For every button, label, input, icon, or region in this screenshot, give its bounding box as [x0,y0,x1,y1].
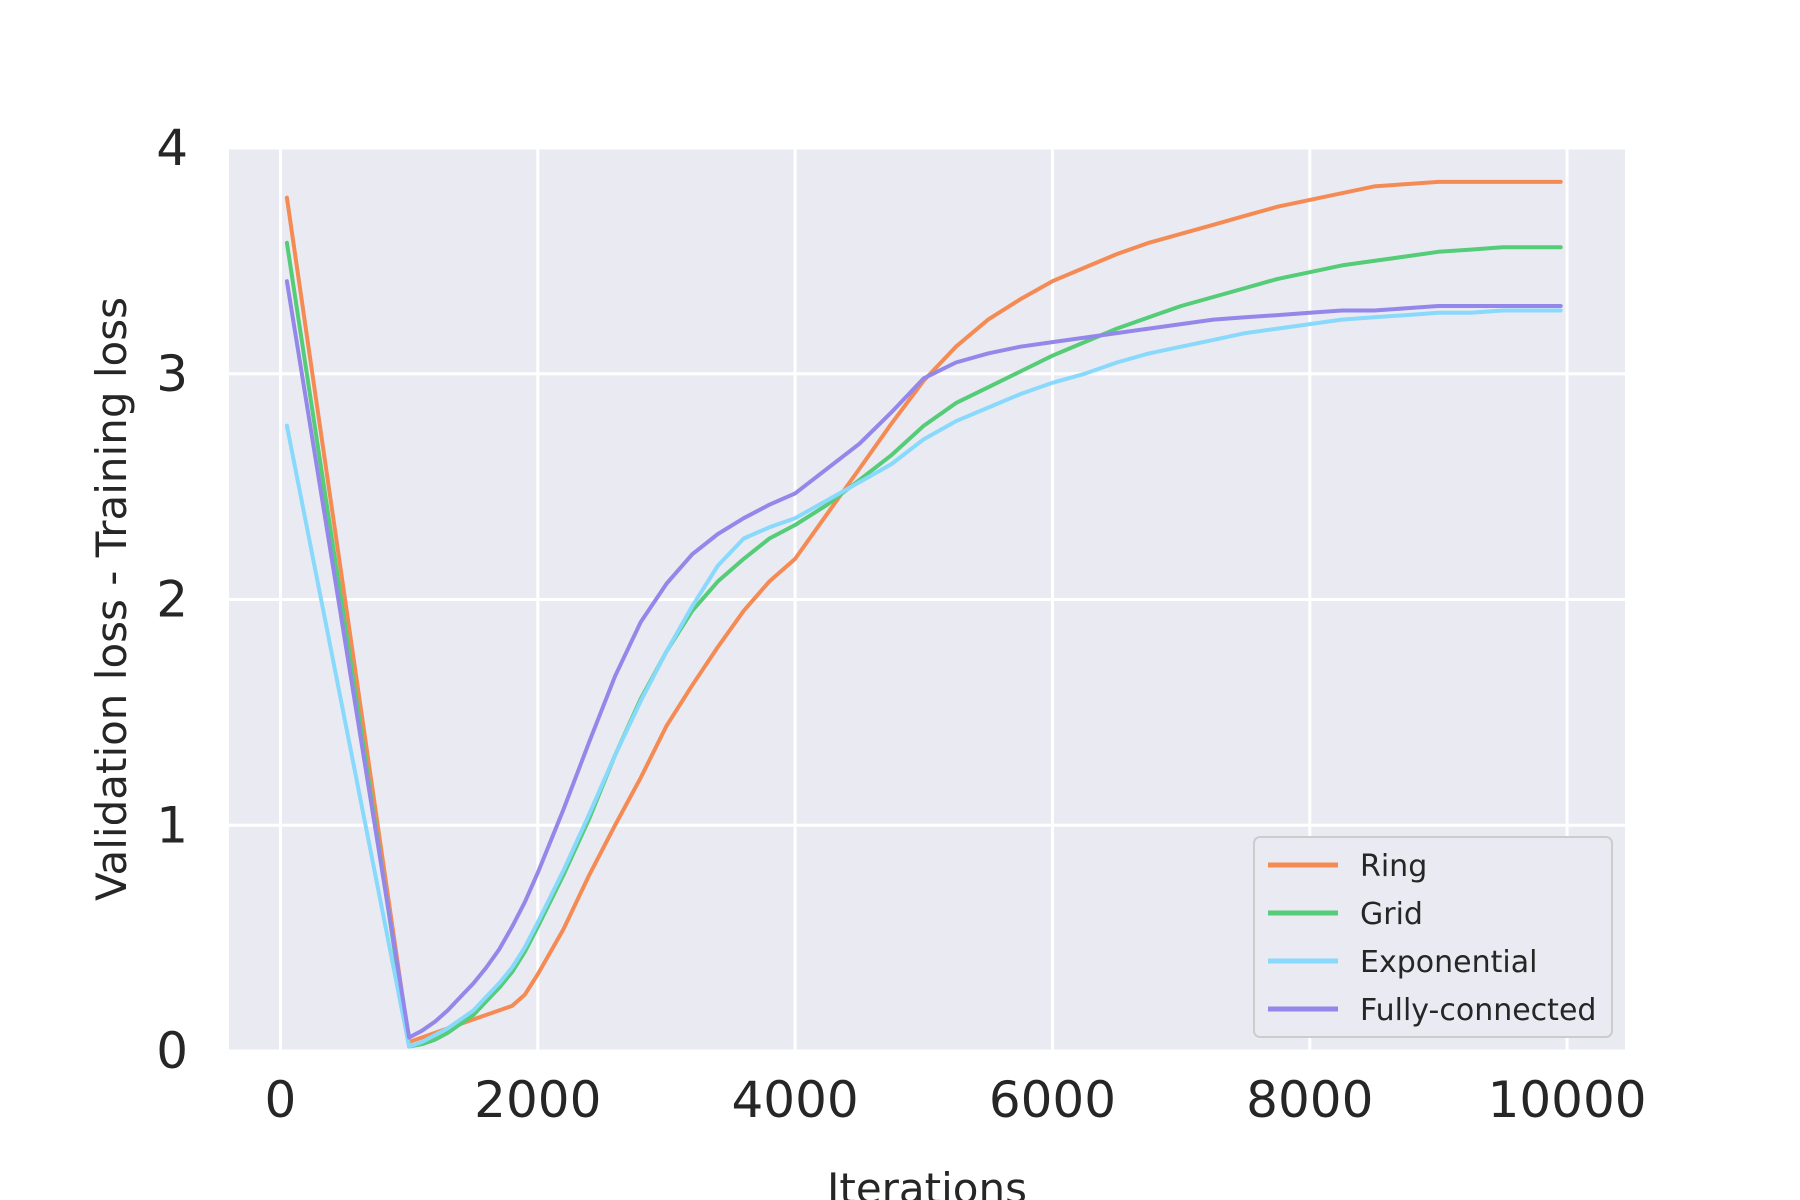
y-tick-label: 2 [156,571,188,629]
series-line-exponential [284,308,1563,1049]
y-tick-labels: 0 1 2 3 4 [156,119,188,1080]
x-tick-label: 10000 [1488,1071,1647,1129]
series-line-fully-connected [284,279,1563,1040]
y-tick-label: 4 [156,119,188,177]
legend: Ring Grid Exponential Fully-connected [1253,836,1613,1038]
y-tick-label: 3 [156,345,188,403]
legend-box [1253,836,1613,1038]
x-axis-label: Iterations [827,1164,1027,1200]
legend-label: Fully-connected [1360,993,1596,1028]
series-lines [284,179,1563,1049]
y-axis-label: Validation loss - Training loss [87,297,136,901]
y-grid-lines [229,146,1625,1053]
x-tick-label: 0 [265,1071,297,1129]
legend-label: Grid [1360,897,1423,932]
x-tick-labels: 0 2000 4000 6000 8000 10000 [265,1071,1647,1129]
x-tick-label: 8000 [1246,1071,1373,1129]
y-tick-label: 1 [156,796,188,854]
x-tick-label: 2000 [474,1071,601,1129]
x-tick-label: 4000 [731,1071,858,1129]
y-tick-label: 0 [156,1022,188,1080]
legend-label: Exponential [1360,945,1537,980]
legend-label: Ring [1360,849,1427,884]
x-tick-label: 6000 [989,1071,1116,1129]
